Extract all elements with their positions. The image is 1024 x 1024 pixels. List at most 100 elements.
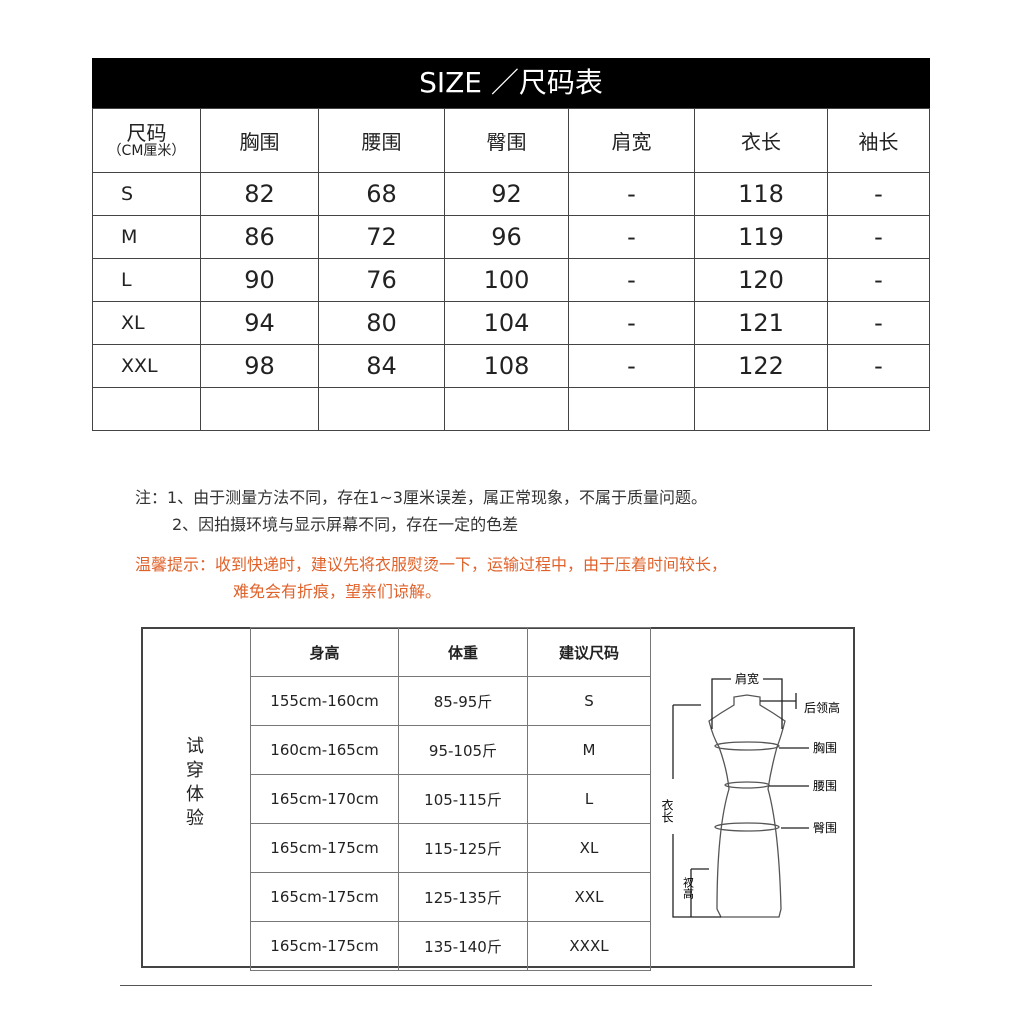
empty-cell [444, 387, 569, 431]
table-row: L 90 76 100-120- [92, 258, 930, 302]
waist-line [724, 781, 770, 789]
fit-row: 155cm-160cm 85-95斤 S [250, 676, 651, 726]
fit-cell: L [527, 774, 651, 824]
table-row: XL 94 80 104-121- [92, 301, 930, 345]
value-cell: 80 [318, 301, 445, 345]
header-hip: 臀围 [444, 108, 569, 173]
fit-row: 160cm-165cm 95-105斤 M [250, 725, 651, 775]
empty-cell [568, 387, 695, 431]
header-chest: 胸围 [200, 108, 319, 173]
table-row: S 82 68 92-118- [92, 172, 930, 216]
value-cell: 96 [444, 215, 569, 259]
value-cell: - [827, 301, 930, 345]
label-shoulder: 肩宽 [735, 671, 759, 686]
header-length: 衣长 [694, 108, 828, 173]
value-cell: 120 [694, 258, 828, 302]
empty-row [92, 387, 930, 431]
header-size-label: 尺码 [126, 120, 167, 145]
chest-line [714, 741, 780, 751]
note-1: 注：1、由于测量方法不同，存在1~3厘米误差，属正常现象，不属于质量问题。 [135, 488, 707, 507]
value-cell: 92 [444, 172, 569, 216]
fit-header-height: 身高 [250, 627, 399, 677]
dress-diagram: 肩宽 后领高 胸围 腰围 臀围 衣长 衩高 [660, 671, 840, 918]
value-cell: - [568, 301, 695, 345]
value-cell: - [568, 172, 695, 216]
header-shoulder: 肩宽 [568, 108, 695, 173]
table-row: M 86 72 96-119- [92, 215, 930, 259]
value-cell: 94 [200, 301, 319, 345]
header-unit: （CM厘米） [107, 142, 186, 159]
fit-row: 165cm-175cm 125-135斤 XXL [250, 872, 651, 922]
value-cell: 82 [200, 172, 319, 216]
note-2: 2、因拍摄环境与显示屏幕不同，存在一定的色差 [172, 515, 519, 534]
fit-cell: M [527, 725, 651, 775]
dress-outline-icon [708, 694, 786, 918]
fit-cell: 135-140斤 [398, 921, 528, 971]
fit-cell: 95-105斤 [398, 725, 528, 775]
label-chest: 胸围 [813, 740, 837, 755]
fit-cell: XXL [527, 872, 651, 922]
value-cell: - [568, 258, 695, 302]
page-title: SIZE ／尺码表 [92, 58, 930, 108]
value-cell: 90 [200, 258, 319, 302]
size-cell: S [92, 172, 201, 216]
label-waist: 腰围 [813, 779, 837, 793]
fit-cell: XXXL [527, 921, 651, 971]
label-slit: 衩高 [682, 877, 695, 900]
header-sleeve: 袖长 [827, 108, 930, 173]
header-waist: 腰围 [318, 108, 445, 173]
empty-cell [694, 387, 828, 431]
size-cell: M [92, 215, 201, 259]
fit-cell: 165cm-175cm [250, 921, 399, 971]
label-hip: 臀围 [813, 821, 837, 835]
value-cell: 72 [318, 215, 445, 259]
empty-cell [200, 387, 319, 431]
fit-cell: 160cm-165cm [250, 725, 399, 775]
fit-label: 试穿体验 [186, 736, 204, 829]
fit-cell: 85-95斤 [398, 676, 528, 726]
fit-row: 165cm-175cm 135-140斤 XXXL [250, 921, 651, 971]
fit-cell: XL [527, 823, 651, 873]
fit-cell: 155cm-160cm [250, 676, 399, 726]
value-cell: 84 [318, 344, 445, 388]
label-collar: 后领高 [804, 700, 840, 715]
size-cell: XL [92, 301, 201, 345]
value-cell: - [827, 258, 930, 302]
empty-cell [318, 387, 445, 431]
fit-cell: 165cm-170cm [250, 774, 399, 824]
fit-table: 身高 体重 建议尺码 155cm-160cm 85-95斤 S 160cm-165cm… [250, 627, 651, 971]
hip-line [714, 822, 780, 832]
empty-cell [92, 387, 201, 431]
size-cell: L [92, 258, 201, 302]
fit-header-weight: 体重 [398, 627, 528, 677]
fit-cell: 115-125斤 [398, 823, 528, 873]
fit-row: 165cm-170cm 105-115斤 L [250, 774, 651, 824]
value-cell: 68 [318, 172, 445, 216]
size-cell: XXL [92, 344, 201, 388]
value-cell: - [827, 172, 930, 216]
header-size: 尺码 （CM厘米） [92, 108, 201, 173]
size-table: 尺码 （CM厘米） 胸围 腰围 臀围 肩宽 衣长 袖长 S 82 68 92-118- M… [92, 108, 930, 431]
value-cell: 122 [694, 344, 828, 388]
value-cell: 76 [318, 258, 445, 302]
fit-header-row: 身高 体重 建议尺码 [250, 627, 651, 677]
label-length: 衣长 [660, 798, 674, 823]
fit-cell: 125-135斤 [398, 872, 528, 922]
table-row: XXL 98 84 108-122- [92, 344, 930, 388]
value-cell: 121 [694, 301, 828, 345]
value-cell: 86 [200, 215, 319, 259]
value-cell: - [568, 344, 695, 388]
fit-cell: S [527, 676, 651, 726]
table-header-row: 尺码 （CM厘米） 胸围 腰围 臀围 肩宽 衣长 袖长 [92, 108, 930, 173]
value-cell: - [827, 215, 930, 259]
value-cell: 100 [444, 258, 569, 302]
empty-cell [827, 387, 930, 431]
value-cell: 108 [444, 344, 569, 388]
value-cell: - [568, 215, 695, 259]
tip-1: 温馨提示：收到快递时，建议先将衣服熨烫一下，运输过程中，由于压着时间较长， [135, 555, 728, 574]
value-cell: 118 [694, 172, 828, 216]
fit-header-size: 建议尺码 [527, 627, 651, 677]
fit-cell: 105-115斤 [398, 774, 528, 824]
value-cell: 104 [444, 301, 569, 345]
value-cell: 98 [200, 344, 319, 388]
